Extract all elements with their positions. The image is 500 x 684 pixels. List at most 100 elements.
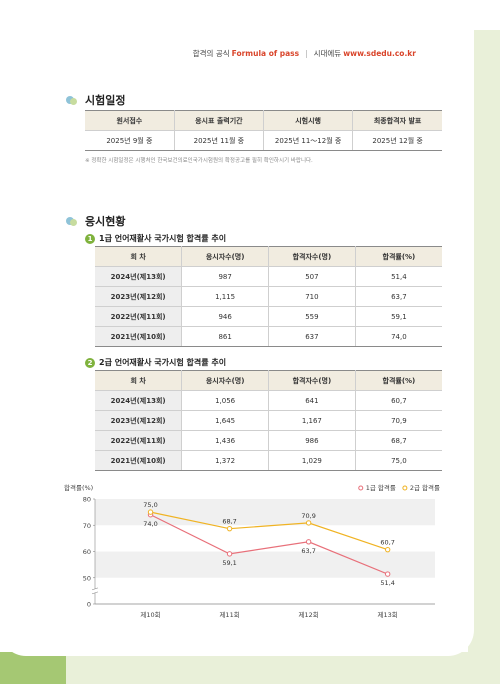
data-label: 70,9 <box>301 512 315 520</box>
table-cell: 59,1 <box>354 306 442 327</box>
column-header: 응시표 출력기간 <box>173 110 265 131</box>
point <box>226 551 233 557</box>
y-tick-label: 70 <box>83 522 91 530</box>
column-header: 최종합격자 발표 <box>352 110 442 131</box>
header-row: 회 차 응시자수(명) 합격자수(명) 합격률(%) <box>95 370 442 391</box>
axis-break <box>91 587 99 595</box>
table-cell: 68,7 <box>354 430 442 451</box>
note: ※ 정확한 시험일정은 시행처인 한국보건의료인국가시험원의 확정공고를 필히 … <box>85 158 313 164</box>
header-row: 회 차 응시자수(명) 합격자수(명) 합격률(%) <box>95 246 442 267</box>
table-row: 2021년(제10회) 1,372 1,029 75,0 <box>95 450 442 471</box>
point <box>384 546 391 553</box>
table-cell: 507 <box>268 266 356 287</box>
y-tick-label: 0 <box>87 601 91 609</box>
y-tick-label: 50 <box>83 574 91 582</box>
column-header: 회 차 <box>95 246 183 267</box>
table-cell: 2023년(제12회) <box>95 410 183 431</box>
point <box>305 539 312 545</box>
slogan: Formula of pass <box>231 49 300 58</box>
icon <box>66 95 78 105</box>
grid-band <box>95 551 435 578</box>
legend-label: 1급 합격률 <box>366 483 396 492</box>
table-cell: 51,4 <box>354 266 442 287</box>
y-tick-label: 80 <box>83 496 91 504</box>
table-row: 2025년 9월 중 2025년 11월 중 2025년 11～12월 중 2025년… <box>85 130 442 151</box>
data-label: 68,7 <box>222 518 236 526</box>
column-header: 합격자수(명) <box>268 246 356 267</box>
background <box>0 652 66 684</box>
table-cell: 641 <box>268 390 356 411</box>
column-header: 회 차 <box>95 370 183 391</box>
table-cell: 2025년 11～12월 중 <box>262 130 354 151</box>
title-text: 2급 언어재활사 국가시험 합격률 추이 <box>99 358 227 367</box>
x-tick-label: 제10회 <box>140 611 160 619</box>
data-label: 59,1 <box>222 559 236 567</box>
legend-marker <box>402 485 408 491</box>
data-label: 51,4 <box>380 579 394 587</box>
table-row: 2022년(제11회) 1,436 986 68,7 <box>95 430 442 451</box>
y-tick-label: 60 <box>83 548 91 556</box>
table-row: 2023년(제12회) 1,645 1,167 70,9 <box>95 410 442 431</box>
x-tick-label: 제12회 <box>299 611 319 619</box>
column-header: 합격률(%) <box>354 246 442 267</box>
tagline: 합격의 공식 <box>192 49 230 58</box>
x-tick-label: 제11회 <box>219 611 239 619</box>
table-cell: 987 <box>181 266 269 287</box>
badge: 2 <box>85 357 95 368</box>
table-cell: 559 <box>268 306 356 327</box>
table-cell: 2023년(제12회) <box>95 286 183 307</box>
column-header: 응시자수(명) <box>181 246 269 267</box>
column-header: 합격률(%) <box>354 370 442 391</box>
data-label: 63,7 <box>301 547 315 555</box>
background <box>0 652 500 684</box>
table-cell: 2022년(제11회) <box>95 306 183 327</box>
title-text: 시험일정 <box>85 94 126 107</box>
schedule-table: 원서접수 응시표 출력기간 시험시행 최종합격자 발표 2025년 9월 중 2025년 … <box>85 110 442 151</box>
table-cell: 946 <box>181 306 269 327</box>
chart: 0 50 60 70 80 합격률(%) 제10회 제11회 제12회 제13회 74,0 59,1 6… <box>64 483 440 619</box>
publisher: 시대에듀 <box>313 49 342 58</box>
table-cell: 2025년 12월 중 <box>352 130 442 151</box>
data-label: 74,0 <box>143 520 157 528</box>
table-cell: 710 <box>268 286 356 307</box>
section-title: 시험일정 <box>66 92 125 108</box>
table-cell: 2025년 9월 중 <box>85 130 175 151</box>
table-row: 2022년(제11회) 946 559 59,1 <box>95 306 442 327</box>
table-cell: 74,0 <box>354 326 442 347</box>
separator: | <box>305 49 308 58</box>
table-cell: 1,167 <box>268 410 356 431</box>
status-table: 회 차 응시자수(명) 합격자수(명) 합격률(%) 2024년(제13회) 987 507… <box>95 246 442 347</box>
table-cell: 1,436 <box>181 430 269 451</box>
table-cell: 1,029 <box>268 450 356 471</box>
point <box>384 571 391 577</box>
line-series <box>150 514 388 575</box>
y-axis-label: 합격률(%) <box>64 483 93 492</box>
table-cell: 2025년 11월 중 <box>173 130 265 151</box>
section-title: 응시현황 <box>66 213 125 229</box>
table-cell: 861 <box>181 326 269 347</box>
line-series <box>150 511 388 551</box>
point <box>147 509 154 515</box>
table-cell: 70,9 <box>354 410 442 431</box>
column-header: 합격자수(명) <box>268 370 356 391</box>
icon <box>66 216 78 226</box>
table-row: 2024년(제13회) 1,056 641 60,7 <box>95 390 442 411</box>
header: 합격의 공식 Formula of pass | 시대에듀 www.sdedu.co.k… <box>193 48 416 59</box>
table-cell: 2021년(제10회) <box>95 326 183 347</box>
column-header: 응시자수(명) <box>181 370 269 391</box>
table-cell: 1,372 <box>181 450 269 471</box>
column-header: 시험시행 <box>262 110 354 131</box>
table-row: 2021년(제10회) 861 637 74,0 <box>95 326 442 347</box>
data-label: 60,7 <box>380 539 394 547</box>
table-cell: 75,0 <box>354 450 442 471</box>
sheet: 합격의 공식 Formula of pass | 시대에듀 www.sdedu.co.k… <box>64 48 442 619</box>
table-cell: 63,7 <box>354 286 442 307</box>
table-cell: 986 <box>268 430 356 451</box>
url: www.sdedu.co.kr <box>343 49 416 58</box>
table-cell: 1,056 <box>181 390 269 411</box>
subsection-title: 1 1급 언어재활사 국가시험 합격률 추이 <box>85 233 226 244</box>
table-cell: 2021년(제10회) <box>95 450 183 471</box>
point <box>305 520 312 526</box>
legend-marker <box>358 485 364 491</box>
